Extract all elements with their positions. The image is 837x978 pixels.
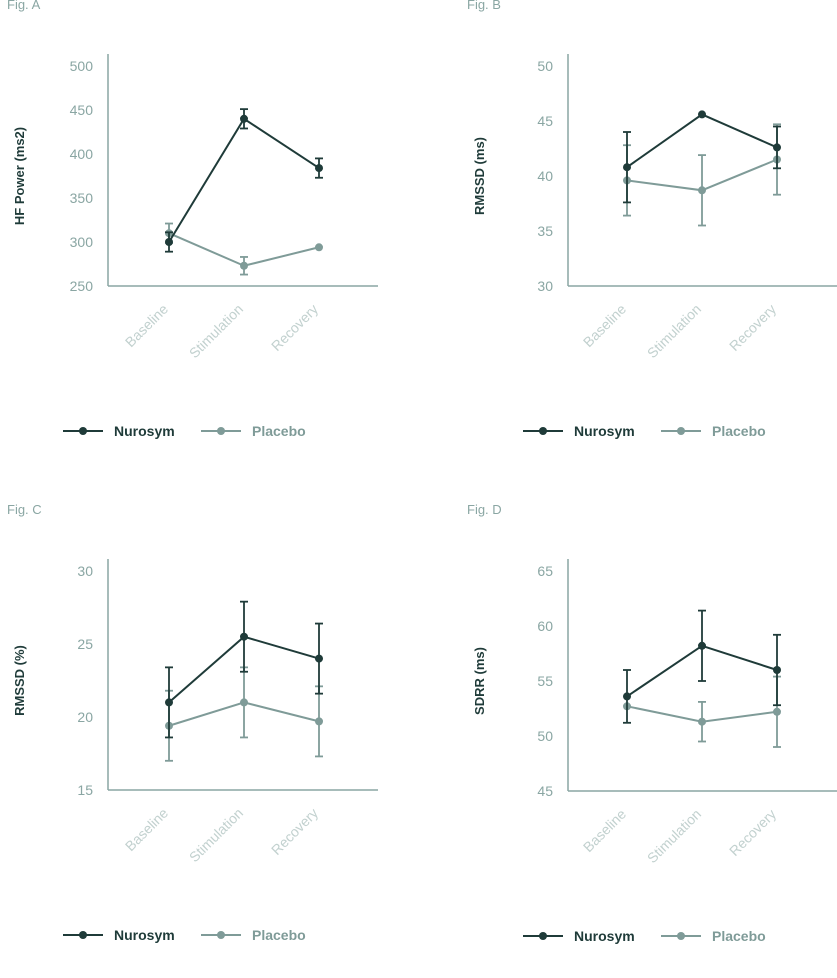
placebo-data-point — [773, 707, 781, 716]
x-tick-label: Stimulation — [644, 301, 704, 361]
y-tick-label: 30 — [77, 563, 93, 579]
x-tick-label: Recovery — [726, 806, 779, 859]
figure-c-chart: 15 20 25 30 RMSSD (%) Baseline Stimulation Reco… — [12, 559, 378, 943]
nurosym-data-point — [315, 654, 323, 663]
nurosym-data-point — [623, 692, 631, 701]
y-tick-label: 30 — [537, 278, 553, 294]
nurosym-legend-label: Nurosym — [574, 928, 635, 944]
placebo-legend-label: Placebo — [252, 927, 306, 943]
figure-a-chart: 250 300 350 400 450 500 HF Power (ms2) Baseline… — [12, 54, 378, 439]
y-tick-label: 45 — [537, 113, 553, 129]
nurosym-data-point — [240, 632, 248, 641]
x-tick-label: Baseline — [122, 805, 171, 854]
y-tick-label: 50 — [537, 58, 553, 74]
y-tick-label: 35 — [537, 223, 553, 239]
placebo-data-point — [240, 698, 248, 707]
y-tick-label: 450 — [70, 102, 94, 118]
nurosym-series-line — [168, 117, 320, 243]
y-tick-label: 15 — [77, 782, 93, 798]
figure-b-chart: 30 35 40 45 50 RMSSD (ms) Baseline Stimulation R… — [472, 54, 837, 439]
nurosym-legend-label: Nurosym — [574, 423, 635, 439]
x-tick-label: Stimulation — [186, 301, 246, 361]
figure-a-label: Fig. A — [7, 0, 41, 12]
placebo-legend-label: Placebo — [712, 928, 766, 944]
placebo-data-point — [315, 243, 323, 252]
y-tick-label: 60 — [537, 618, 553, 634]
y-tick-label: 400 — [70, 146, 94, 162]
nurosym-legend-marker — [79, 931, 87, 939]
nurosym-data-point — [698, 641, 706, 650]
y-axis-label: RMSSD (%) — [12, 645, 27, 716]
y-tick-label: 45 — [537, 783, 553, 799]
y-tick-label: 55 — [537, 673, 553, 689]
placebo-legend-marker — [677, 932, 685, 940]
nurosym-data-point — [623, 163, 631, 172]
figure-c-label: Fig. C — [7, 502, 42, 517]
x-tick-label: Recovery — [726, 301, 779, 354]
nurosym-data-point — [773, 666, 781, 674]
nurosym-data-point — [698, 110, 706, 119]
figure-b-label: Fig. B — [467, 0, 501, 12]
placebo-data-point — [240, 261, 248, 270]
y-axis-label: HF Power (ms2) — [12, 127, 27, 225]
placebo-data-point — [698, 186, 706, 195]
x-tick-label: Stimulation — [644, 806, 704, 866]
figure-d-chart: 45 50 55 60 65 SDRR (ms) Baseline Stimulation Re… — [472, 559, 837, 944]
y-tick-label: 40 — [537, 168, 553, 184]
nurosym-legend-marker — [79, 427, 87, 435]
figure-b-panel: Fig. B 30 35 40 45 50 RMSSD (ms) Baseline Stimu… — [460, 0, 837, 473]
y-tick-label: 20 — [77, 709, 93, 725]
placebo-legend-label: Placebo — [252, 423, 306, 439]
x-tick-label: Baseline — [580, 301, 629, 350]
figure-a-panel: Fig. A 250 300 350 400 450 500 HF Power (ms2) B… — [0, 0, 418, 473]
placebo-data-point — [698, 717, 706, 726]
y-tick-label: 65 — [537, 563, 553, 579]
nurosym-data-point — [773, 143, 781, 152]
y-tick-label: 350 — [70, 190, 94, 206]
y-axis-label: RMSSD (ms) — [472, 137, 487, 215]
y-tick-label: 300 — [70, 234, 94, 250]
nurosym-legend-marker — [539, 932, 547, 940]
x-tick-label: Baseline — [580, 806, 629, 855]
y-tick-label: 50 — [537, 728, 553, 744]
figure-c-panel: Fig. C 15 20 25 30 RMSSD (%) Baseline Stimulat… — [0, 502, 418, 978]
x-tick-label: Recovery — [268, 805, 321, 858]
x-tick-label: Recovery — [268, 301, 321, 354]
y-axis-label: SDRR (ms) — [472, 647, 487, 715]
y-tick-label: 500 — [70, 58, 94, 74]
nurosym-data-point — [240, 114, 248, 123]
nurosym-legend-label: Nurosym — [114, 927, 175, 943]
placebo-legend-label: Placebo — [712, 423, 766, 439]
placebo-legend-marker — [217, 931, 225, 939]
nurosym-legend-marker — [539, 427, 547, 435]
y-tick-label: 250 — [70, 278, 94, 294]
nurosym-data-point — [165, 238, 173, 246]
y-tick-label: 25 — [77, 636, 93, 652]
nurosym-data-point — [315, 164, 323, 173]
nurosym-data-point — [165, 698, 173, 707]
placebo-legend-marker — [217, 427, 225, 435]
figure-d-label: Fig. D — [467, 502, 502, 517]
nurosym-legend-label: Nurosym — [114, 423, 175, 439]
figure-d-panel: Fig. D 45 50 55 60 65 SDRR (ms) Baseline Stimul… — [460, 502, 837, 978]
placebo-data-point — [315, 717, 323, 726]
placebo-legend-marker — [677, 427, 685, 435]
x-tick-label: Stimulation — [186, 805, 246, 865]
x-tick-label: Baseline — [122, 301, 171, 350]
